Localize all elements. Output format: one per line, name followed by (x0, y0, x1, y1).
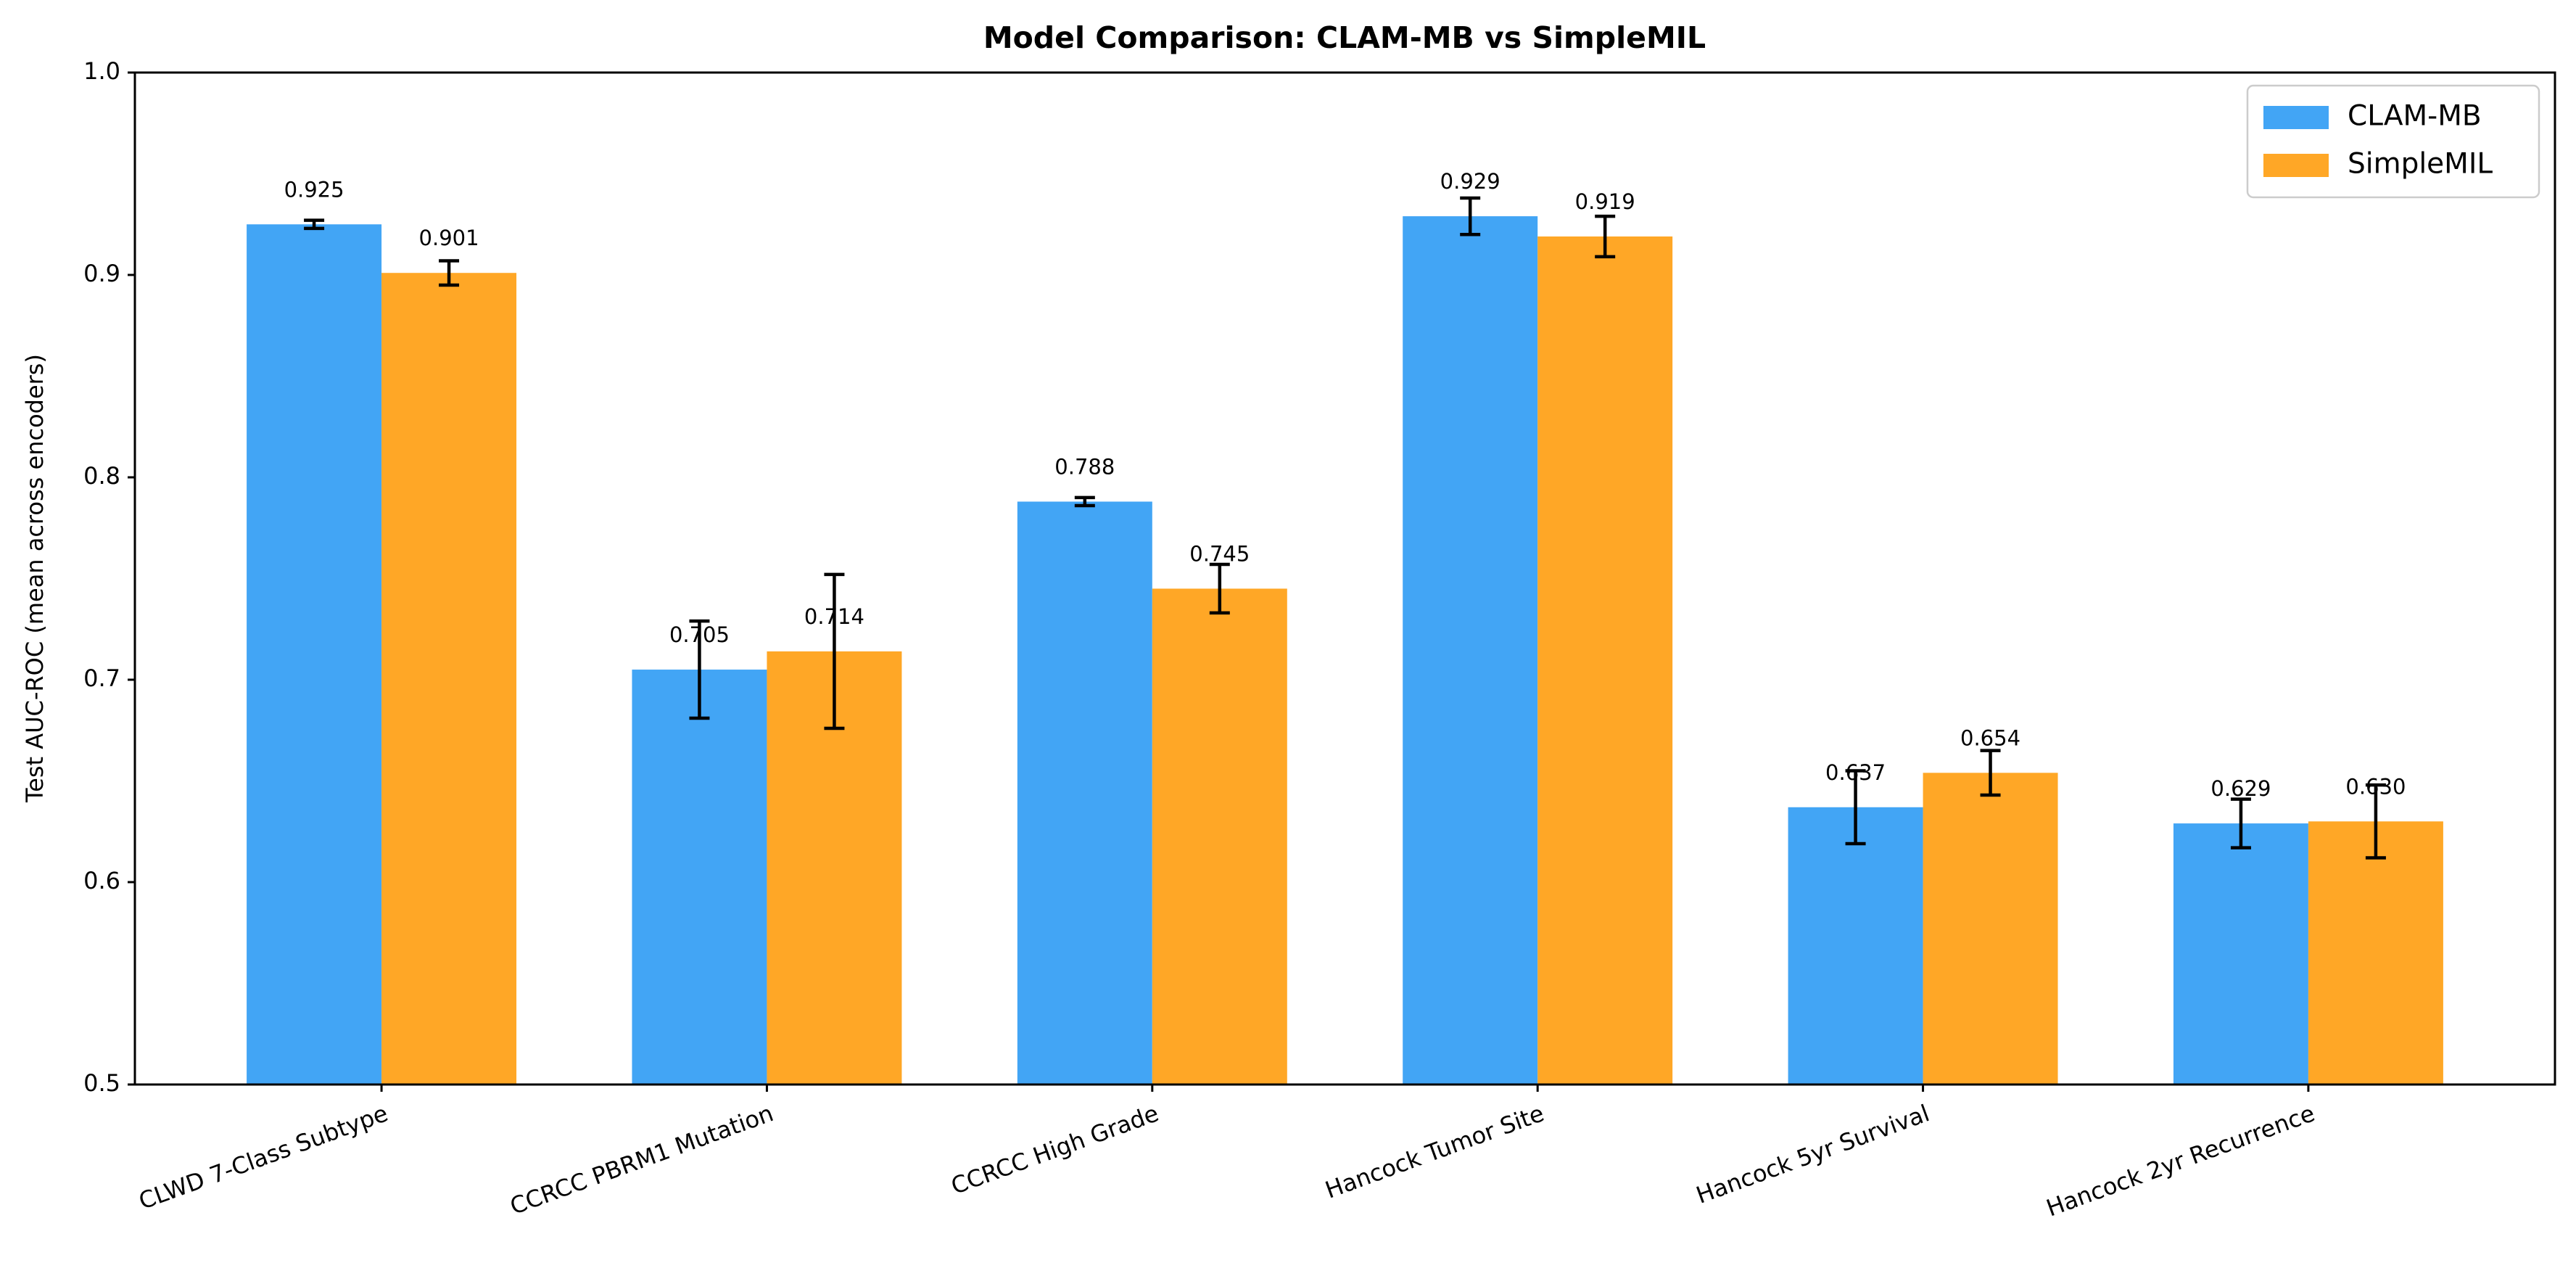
legend-swatch (2263, 106, 2329, 129)
data-label: 0.919 (1575, 189, 1635, 214)
data-label: 0.901 (419, 226, 479, 250)
data-label: 0.745 (1189, 541, 1250, 566)
error-bar (2230, 797, 2251, 849)
data-label: 0.929 (1440, 169, 1500, 194)
error-bar (2365, 783, 2386, 860)
error-bar (824, 572, 845, 731)
y-tick-label: 0.8 (83, 462, 120, 490)
error-bar (439, 259, 460, 287)
data-label: 0.705 (669, 622, 730, 647)
bar (1017, 501, 1152, 1085)
y-tick-label: 0.9 (83, 260, 120, 287)
data-label: 0.637 (1825, 760, 1886, 785)
y-tick-label: 0.7 (83, 664, 120, 692)
data-label: 0.925 (284, 177, 344, 202)
legend-label: CLAM-MB (2348, 100, 2482, 133)
bar (1537, 236, 1673, 1085)
data-label: 0.630 (2345, 774, 2406, 799)
error-bar (1845, 769, 1866, 846)
error-bar (1074, 495, 1095, 508)
chart-title: Model Comparison: CLAM-MB vs SimpleMIL (983, 20, 1706, 55)
data-label: 0.714 (804, 604, 864, 629)
legend-label: SimpleMIL (2348, 148, 2493, 181)
bar (2173, 823, 2308, 1085)
bar (1923, 773, 2058, 1085)
bar (2308, 821, 2443, 1085)
data-label: 0.788 (1054, 454, 1115, 479)
data-label: 0.654 (1960, 725, 2020, 750)
y-tick-label: 0.5 (83, 1069, 120, 1097)
error-bar (304, 218, 325, 231)
bar (632, 670, 767, 1085)
bar (381, 273, 517, 1085)
y-axis-label: Test AUC-ROC (mean across encoders) (21, 354, 49, 803)
data-label: 0.629 (2210, 776, 2271, 801)
error-bar (689, 619, 710, 720)
bar (247, 224, 382, 1085)
y-tick-label: 0.6 (83, 867, 120, 894)
error-bar (1980, 749, 2001, 797)
bar (1788, 807, 1923, 1085)
bar (1152, 588, 1287, 1085)
bar (1403, 216, 1538, 1085)
legend: CLAM-MB SimpleMIL (2246, 84, 2540, 199)
error-bar (1595, 214, 1616, 259)
plot-frame (133, 71, 2556, 1086)
error-bar (1209, 562, 1230, 615)
y-tick-label: 1.0 (83, 57, 120, 85)
legend-swatch (2263, 154, 2329, 177)
error-bar (1460, 196, 1481, 236)
